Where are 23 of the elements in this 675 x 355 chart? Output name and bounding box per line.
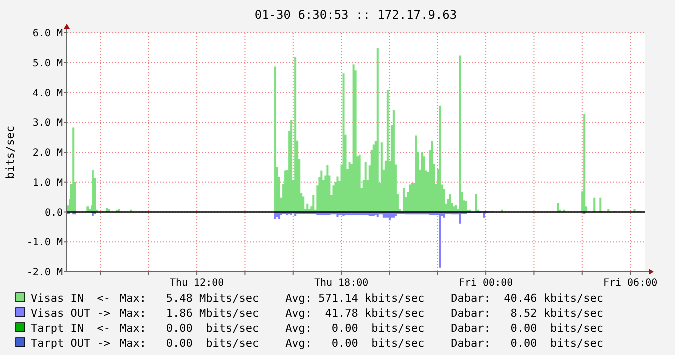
- legend-label: Visas IN <-: [31, 292, 110, 305]
- y-tick-label: 5.0 M: [32, 58, 63, 70]
- x-tick-label: Fri 06:00: [603, 278, 658, 289]
- x-tick-label: Fri 00:00: [458, 278, 514, 289]
- y-tick-label: 1.0 M: [32, 178, 63, 189]
- y-axis-title: bits/sec: [4, 126, 17, 179]
- y-tick-label: -1.0 M: [26, 238, 63, 249]
- legend-label: Tarpt OUT ->: [31, 337, 111, 350]
- text: Max: 5.48 Mbits/sec Avg: 571.14 kbits/sec Dabar: 40.46 kbits/sec: [120, 292, 604, 305]
- x-tick-label: Thu 18:00: [314, 278, 369, 289]
- y-tick-label: 3.0 M: [32, 118, 63, 130]
- legend-label: Tarpt IN <-: [31, 322, 110, 335]
- text: Max: 1.86 Mbits/sec Avg: 41.78 kbits/sec Dabar: 8.52 kbits/sec: [120, 307, 604, 320]
- x-tick-label: Thu 12:00: [170, 278, 224, 289]
- y-tick-label: 0.0: [44, 208, 63, 219]
- y-tick-label: 6.0 M: [32, 28, 63, 40]
- y-tick-label: 2.0 M: [32, 148, 63, 159]
- y-tick-label: 4.0 M: [32, 88, 63, 100]
- chart-title: 01-30 6:30:53 :: 172.17.9.63: [254, 8, 458, 22]
- y-tick-label: -2.0 M: [26, 268, 63, 278]
- text: Max: 0.00 bits/sec Avg: 0.00 bits/sec Dabar: 0.00 bits/sec: [120, 337, 604, 350]
- text: Max: 0.00 bits/sec Avg: 0.00 bits/sec Dabar: 0.00 bits/sec: [120, 322, 604, 335]
- legend-label: Visas OUT ->: [31, 307, 111, 320]
